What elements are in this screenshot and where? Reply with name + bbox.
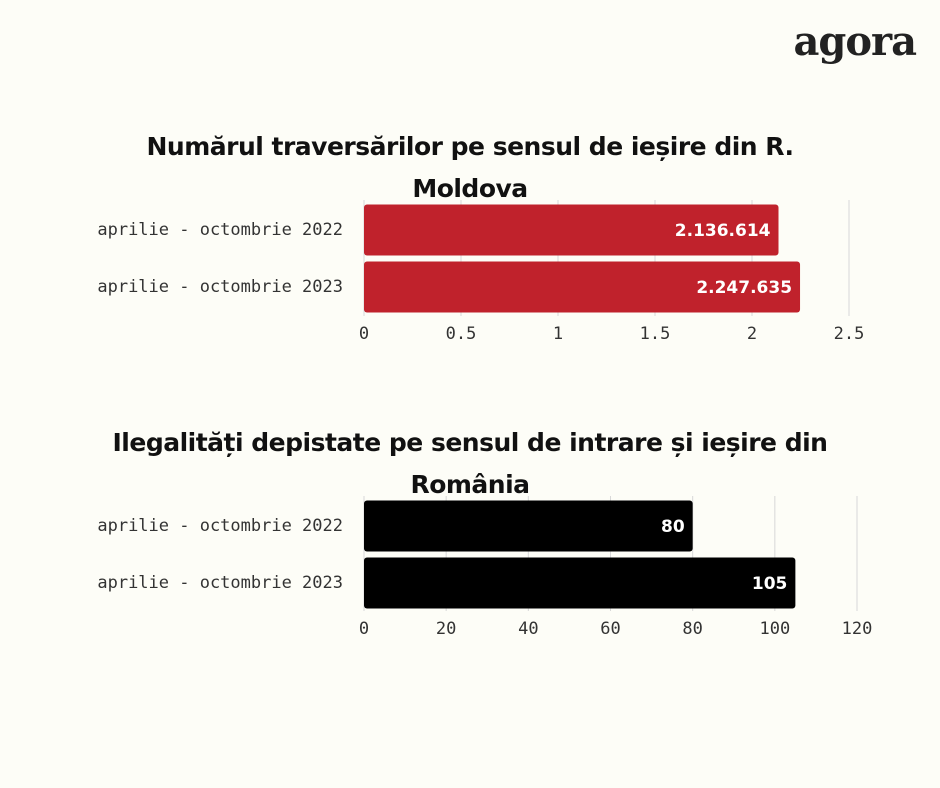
x-tick-label: 2.5 <box>834 324 865 344</box>
bar <box>364 204 779 256</box>
value-label: 105 <box>752 574 788 594</box>
x-tick-label: 20 <box>436 619 456 639</box>
x-tick-label: 40 <box>518 619 538 639</box>
value-label: 80 <box>661 517 685 537</box>
value-label: 2.136.614 <box>675 221 771 241</box>
x-tick-label: 0 <box>359 619 369 639</box>
x-tick-label: 1.5 <box>640 324 671 344</box>
chart-title: Ilegalități depistate pe sensul de intra… <box>112 428 828 499</box>
y-tick-label: aprilie - octombrie 2023 <box>97 573 343 593</box>
x-tick-label: 80 <box>682 619 702 639</box>
y-tick-label: aprilie - octombrie 2023 <box>97 277 343 297</box>
chart-title: Numărul traversărilor pe sensul de ieșir… <box>146 132 794 203</box>
x-tick-label: 2 <box>747 324 757 344</box>
bar <box>364 557 796 609</box>
value-label: 2.247.635 <box>696 278 792 298</box>
logo: agora <box>793 18 917 65</box>
y-tick-label: aprilie - octombrie 2022 <box>97 220 343 240</box>
x-tick-label: 120 <box>842 619 873 639</box>
bar <box>364 261 801 313</box>
y-tick-label: aprilie - octombrie 2022 <box>97 516 343 536</box>
x-tick-label: 0 <box>359 324 369 344</box>
x-tick-label: 1 <box>553 324 563 344</box>
x-tick-label: 0.5 <box>446 324 477 344</box>
x-tick-label: 100 <box>759 619 790 639</box>
x-tick-label: 60 <box>600 619 620 639</box>
bar <box>364 500 693 552</box>
